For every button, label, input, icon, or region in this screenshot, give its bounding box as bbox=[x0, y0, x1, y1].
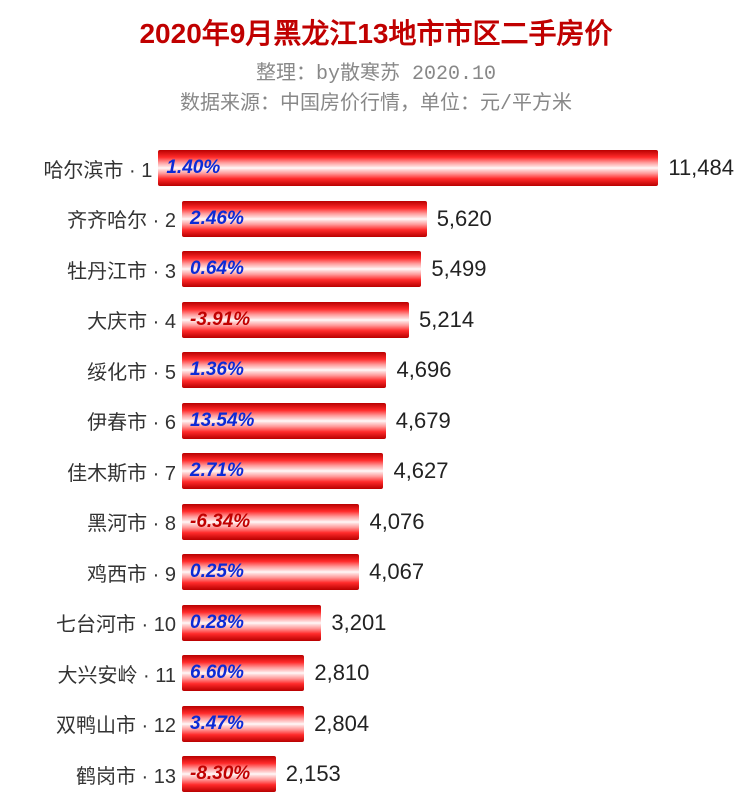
bar-value-label: 11,484 bbox=[668, 155, 734, 181]
bar-value-label: 5,214 bbox=[419, 307, 474, 333]
bar-percent-label: 2.71% bbox=[190, 460, 244, 482]
bar-percent-label: 1.36% bbox=[190, 359, 244, 381]
y-axis-label: 鹤岗市 · 13 bbox=[18, 760, 182, 789]
bar-chart: 哈尔滨市 · 1 1.40% 11,484 齐齐哈尔 · 2 2.46% 5,620 牡丹江… bbox=[18, 144, 734, 798]
bar-wrap: 3.47% 2,804 bbox=[182, 700, 734, 748]
bar-row: 伊春市 · 6 13.54% 4,679 bbox=[18, 397, 734, 445]
bar-row: 黑河市 · 8 -6.34% 4,076 bbox=[18, 498, 734, 546]
bar: 13.54% bbox=[182, 403, 386, 439]
bar-row: 鹤岗市 · 13 -8.30% 2,153 bbox=[18, 750, 734, 798]
y-axis-label: 牡丹江市 · 3 bbox=[18, 255, 182, 284]
bar: 2.46% bbox=[182, 201, 427, 237]
y-axis-label: 齐齐哈尔 · 2 bbox=[18, 204, 182, 233]
y-axis-label: 黑河市 · 8 bbox=[18, 507, 182, 536]
bar: 3.47% bbox=[182, 706, 304, 742]
bar-percent-label: 0.28% bbox=[190, 612, 244, 634]
bar-percent-label: -3.91% bbox=[190, 309, 250, 331]
bar-percent-label: -8.30% bbox=[190, 763, 250, 785]
bar: 0.25% bbox=[182, 554, 359, 590]
bar-value-label: 2,153 bbox=[286, 761, 341, 787]
bar-row: 牡丹江市 · 3 0.64% 5,499 bbox=[18, 245, 734, 293]
bar-row: 鸡西市 · 9 0.25% 4,067 bbox=[18, 548, 734, 596]
bar-wrap: -3.91% 5,214 bbox=[182, 296, 734, 344]
bar-value-label: 4,696 bbox=[396, 357, 451, 383]
bar-percent-label: -6.34% bbox=[190, 511, 250, 533]
bar-percent-label: 13.54% bbox=[190, 410, 254, 432]
bar-wrap: 2.71% 4,627 bbox=[182, 447, 734, 495]
bar-wrap: 0.25% 4,067 bbox=[182, 548, 734, 596]
bar-value-label: 4,627 bbox=[393, 458, 448, 484]
bar-row: 佳木斯市 · 7 2.71% 4,627 bbox=[18, 447, 734, 495]
y-axis-label: 大兴安岭 · 11 bbox=[18, 659, 182, 688]
bar-row: 哈尔滨市 · 1 1.40% 11,484 bbox=[18, 144, 734, 192]
bar-percent-label: 1.40% bbox=[166, 157, 220, 179]
y-axis-label: 大庆市 · 4 bbox=[18, 305, 182, 334]
chart-container: 2020年9月黑龙江13地市市区二手房价 整理：by散寒苏 2020.10 数据… bbox=[0, 0, 752, 809]
bar-percent-label: 0.64% bbox=[190, 258, 244, 280]
bar-value-label: 4,067 bbox=[369, 559, 424, 585]
bar: 6.60% bbox=[182, 655, 304, 691]
bar-wrap: 1.40% 11,484 bbox=[158, 144, 734, 192]
bar-value-label: 5,499 bbox=[431, 256, 486, 282]
y-axis-label: 绥化市 · 5 bbox=[18, 356, 182, 385]
chart-subtitle-1: 整理：by散寒苏 2020.10 bbox=[18, 56, 734, 86]
bar-wrap: 13.54% 4,679 bbox=[182, 397, 734, 445]
bar-value-label: 2,804 bbox=[314, 711, 369, 737]
y-axis-label: 鸡西市 · 9 bbox=[18, 558, 182, 587]
bar: -8.30% bbox=[182, 756, 276, 792]
y-axis-label: 七台河市 · 10 bbox=[18, 608, 182, 637]
bar: 1.36% bbox=[182, 352, 386, 388]
bar-value-label: 3,201 bbox=[331, 610, 386, 636]
bar-percent-label: 6.60% bbox=[190, 662, 244, 684]
bar-row: 齐齐哈尔 · 2 2.46% 5,620 bbox=[18, 195, 734, 243]
bar: 1.40% bbox=[158, 150, 658, 186]
bar-row: 七台河市 · 10 0.28% 3,201 bbox=[18, 599, 734, 647]
y-axis-label: 双鸭山市 · 12 bbox=[18, 709, 182, 738]
bar-wrap: 1.36% 4,696 bbox=[182, 346, 734, 394]
bar-wrap: -8.30% 2,153 bbox=[182, 750, 734, 798]
bar-row: 大兴安岭 · 11 6.60% 2,810 bbox=[18, 649, 734, 697]
chart-title: 2020年9月黑龙江13地市市区二手房价 bbox=[18, 12, 734, 52]
bar-row: 大庆市 · 4 -3.91% 5,214 bbox=[18, 296, 734, 344]
y-axis-label: 伊春市 · 6 bbox=[18, 406, 182, 435]
bar-percent-label: 2.46% bbox=[190, 208, 244, 230]
bar-wrap: 0.28% 3,201 bbox=[182, 599, 734, 647]
bar-value-label: 5,620 bbox=[437, 206, 492, 232]
chart-subtitle-2: 数据来源：中国房价行情，单位：元/平方米 bbox=[18, 86, 734, 116]
bar-row: 绥化市 · 5 1.36% 4,696 bbox=[18, 346, 734, 394]
bar-value-label: 4,076 bbox=[369, 509, 424, 535]
bar-wrap: 0.64% 5,499 bbox=[182, 245, 734, 293]
y-axis-label: 佳木斯市 · 7 bbox=[18, 457, 182, 486]
bar: 0.64% bbox=[182, 251, 421, 287]
bar-wrap: 6.60% 2,810 bbox=[182, 649, 734, 697]
bar-percent-label: 3.47% bbox=[190, 713, 244, 735]
bar: 2.71% bbox=[182, 453, 383, 489]
bar-percent-label: 0.25% bbox=[190, 561, 244, 583]
bar-row: 双鸭山市 · 12 3.47% 2,804 bbox=[18, 700, 734, 748]
bar: 0.28% bbox=[182, 605, 321, 641]
bar-wrap: -6.34% 4,076 bbox=[182, 498, 734, 546]
bar-wrap: 2.46% 5,620 bbox=[182, 195, 734, 243]
bar: -6.34% bbox=[182, 504, 359, 540]
bar-value-label: 2,810 bbox=[314, 660, 369, 686]
bar-value-label: 4,679 bbox=[396, 408, 451, 434]
y-axis-label: 哈尔滨市 · 1 bbox=[18, 154, 158, 183]
bar: -3.91% bbox=[182, 302, 409, 338]
